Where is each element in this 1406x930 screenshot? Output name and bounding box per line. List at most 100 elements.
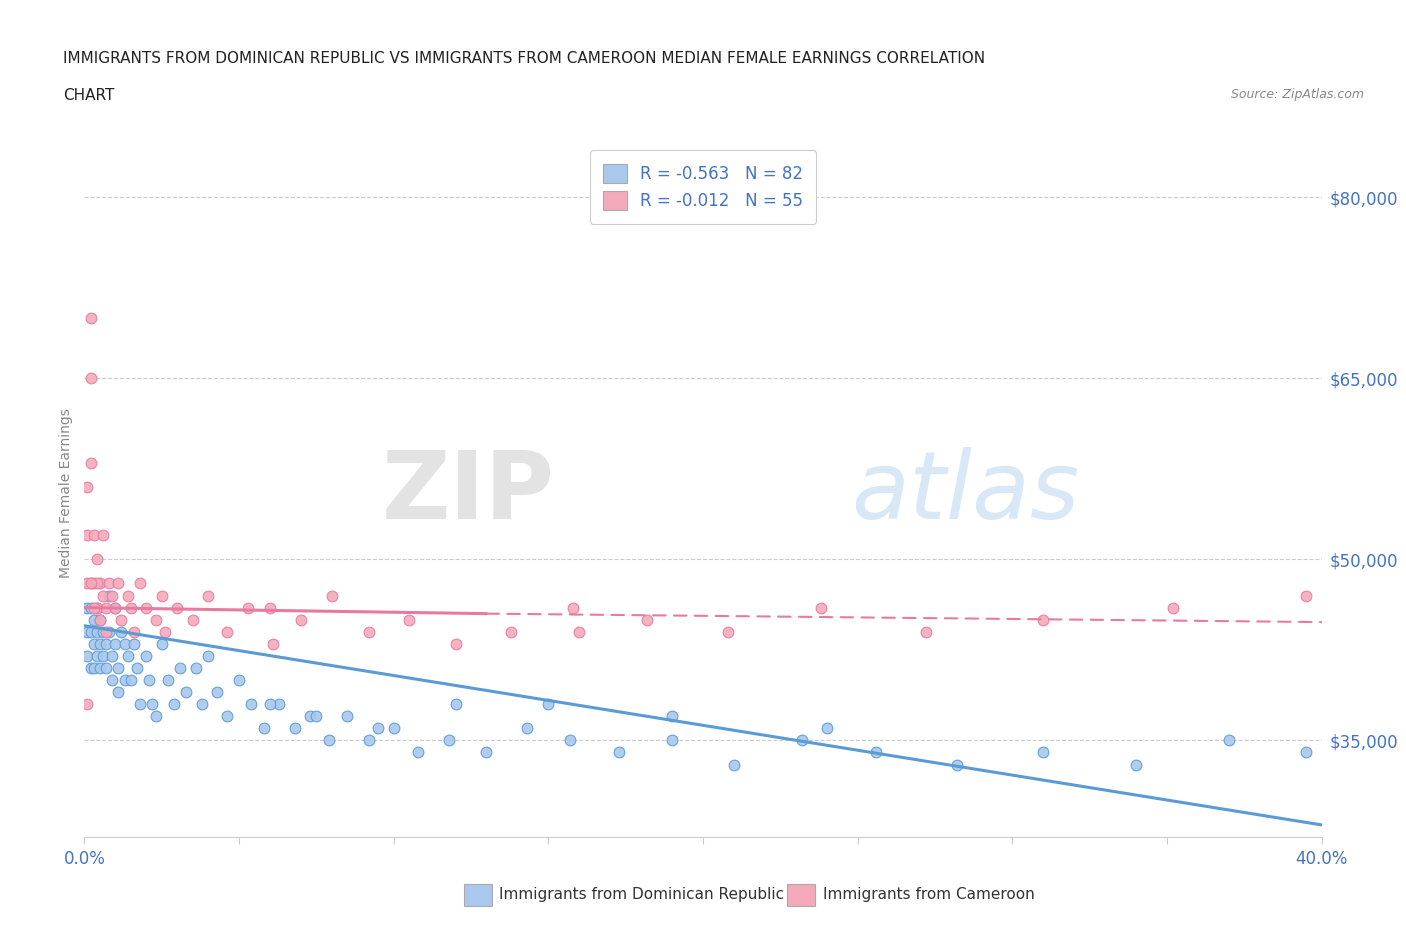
Text: atlas: atlas: [852, 447, 1080, 538]
Point: [516, 721, 538, 736]
Point: [86, 648, 108, 663]
Text: Source: ZipAtlas.com: Source: ZipAtlas.com: [1230, 88, 1364, 101]
Point: [166, 600, 188, 615]
Point: [129, 697, 152, 711]
Point: [321, 588, 343, 603]
Point: [537, 697, 560, 711]
Point: [262, 636, 284, 651]
Point: [661, 733, 683, 748]
Point: [107, 576, 129, 591]
Point: [86, 600, 108, 615]
Point: [79, 600, 101, 615]
Point: [269, 697, 291, 711]
Point: [558, 733, 581, 748]
Point: [76, 480, 98, 495]
Point: [98, 624, 121, 639]
Point: [122, 636, 145, 651]
Point: [129, 576, 152, 591]
Point: [1295, 588, 1317, 603]
Point: [122, 624, 145, 639]
Point: [89, 612, 111, 627]
Point: [336, 709, 359, 724]
Point: [810, 600, 832, 615]
Point: [299, 709, 322, 724]
Point: [98, 588, 121, 603]
Point: [568, 624, 591, 639]
Point: [914, 624, 936, 639]
Point: [1032, 612, 1054, 627]
Legend: R = -0.563   N = 82, R = -0.012   N = 55: R = -0.563 N = 82, R = -0.012 N = 55: [591, 151, 815, 224]
Point: [83, 660, 105, 675]
Point: [91, 624, 114, 639]
Point: [94, 636, 117, 651]
Point: [110, 624, 132, 639]
Point: [120, 672, 142, 687]
Point: [439, 733, 461, 748]
Point: [284, 721, 307, 736]
Point: [1032, 745, 1054, 760]
Point: [120, 600, 142, 615]
Point: [661, 709, 683, 724]
Point: [184, 660, 207, 675]
Point: [138, 672, 160, 687]
Point: [104, 600, 127, 615]
Point: [76, 648, 98, 663]
Point: [91, 527, 114, 542]
Point: [408, 745, 430, 760]
Point: [1161, 600, 1184, 615]
Point: [117, 588, 139, 603]
Text: Immigrants from Cameroon: Immigrants from Cameroon: [823, 887, 1035, 902]
Point: [238, 600, 260, 615]
Point: [79, 311, 101, 325]
Point: [1295, 745, 1317, 760]
Point: [79, 576, 101, 591]
Point: [83, 576, 105, 591]
Point: [86, 551, 108, 566]
Point: [76, 527, 98, 542]
Point: [76, 624, 98, 639]
Point: [76, 600, 98, 615]
Point: [135, 648, 157, 663]
Point: [135, 600, 157, 615]
Point: [141, 697, 163, 711]
Point: [382, 721, 405, 736]
Point: [104, 636, 127, 651]
Point: [357, 733, 380, 748]
Point: [318, 733, 340, 748]
Point: [114, 636, 136, 651]
Text: CHART: CHART: [63, 88, 115, 103]
Point: [150, 636, 173, 651]
Point: [94, 600, 117, 615]
Point: [101, 672, 124, 687]
Point: [181, 612, 204, 627]
Point: [367, 721, 389, 736]
Point: [94, 624, 117, 639]
Point: [83, 636, 105, 651]
Point: [398, 612, 420, 627]
Point: [79, 660, 101, 675]
Point: [145, 612, 167, 627]
Point: [562, 600, 585, 615]
Point: [1125, 757, 1147, 772]
Point: [76, 697, 98, 711]
Point: [228, 672, 250, 687]
Point: [305, 709, 328, 724]
Point: [865, 745, 887, 760]
Point: [98, 576, 121, 591]
Point: [86, 576, 108, 591]
Point: [104, 600, 127, 615]
Point: [86, 600, 108, 615]
Point: [197, 648, 219, 663]
Point: [815, 721, 838, 736]
Point: [107, 660, 129, 675]
Y-axis label: Median Female Earnings: Median Female Earnings: [59, 408, 73, 578]
Point: [110, 612, 132, 627]
Point: [91, 648, 114, 663]
Point: [636, 612, 658, 627]
Point: [83, 612, 105, 627]
Point: [89, 636, 111, 651]
Point: [163, 697, 186, 711]
Point: [723, 757, 745, 772]
Point: [101, 588, 124, 603]
Point: [207, 684, 229, 699]
